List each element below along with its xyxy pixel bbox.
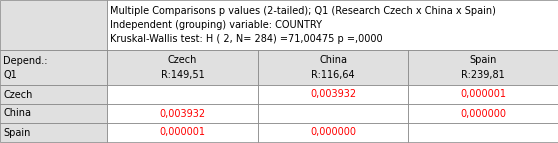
Bar: [0, 123, 107, 142]
Bar: [408, 123, 558, 142]
Text: R:149,51: R:149,51: [161, 70, 204, 80]
Text: China: China: [3, 109, 31, 119]
Bar: [0, 50, 107, 85]
Bar: [408, 85, 558, 104]
Bar: [0, 104, 107, 123]
Bar: [107, 0, 558, 50]
Bar: [258, 123, 408, 142]
Bar: [107, 85, 258, 104]
Text: 0,003932: 0,003932: [160, 109, 205, 119]
Text: R:239,81: R:239,81: [461, 70, 505, 80]
Text: Depend.:: Depend.:: [3, 55, 47, 65]
Text: 0,003932: 0,003932: [310, 90, 356, 100]
Text: 0,000001: 0,000001: [460, 90, 506, 100]
Bar: [107, 104, 258, 123]
Bar: [408, 104, 558, 123]
Text: R:116,64: R:116,64: [311, 70, 355, 80]
Bar: [258, 50, 408, 85]
Bar: [107, 123, 258, 142]
Text: Czech: Czech: [168, 55, 197, 65]
Text: 0,000000: 0,000000: [310, 128, 356, 138]
Bar: [107, 50, 258, 85]
Bar: [258, 85, 408, 104]
Text: 0,000001: 0,000001: [160, 128, 205, 138]
Text: Czech: Czech: [3, 90, 32, 100]
Text: Spain: Spain: [3, 128, 30, 138]
Text: Spain: Spain: [469, 55, 497, 65]
Bar: [258, 104, 408, 123]
Bar: [0, 85, 107, 104]
Text: China: China: [319, 55, 347, 65]
Text: Multiple Comparisons p values (2-tailed); Q1 (Research Czech x China x Spain)
In: Multiple Comparisons p values (2-tailed)…: [110, 6, 496, 44]
Bar: [408, 50, 558, 85]
Text: 0,000000: 0,000000: [460, 109, 506, 119]
Bar: [0, 0, 107, 50]
Text: Q1: Q1: [3, 70, 17, 80]
